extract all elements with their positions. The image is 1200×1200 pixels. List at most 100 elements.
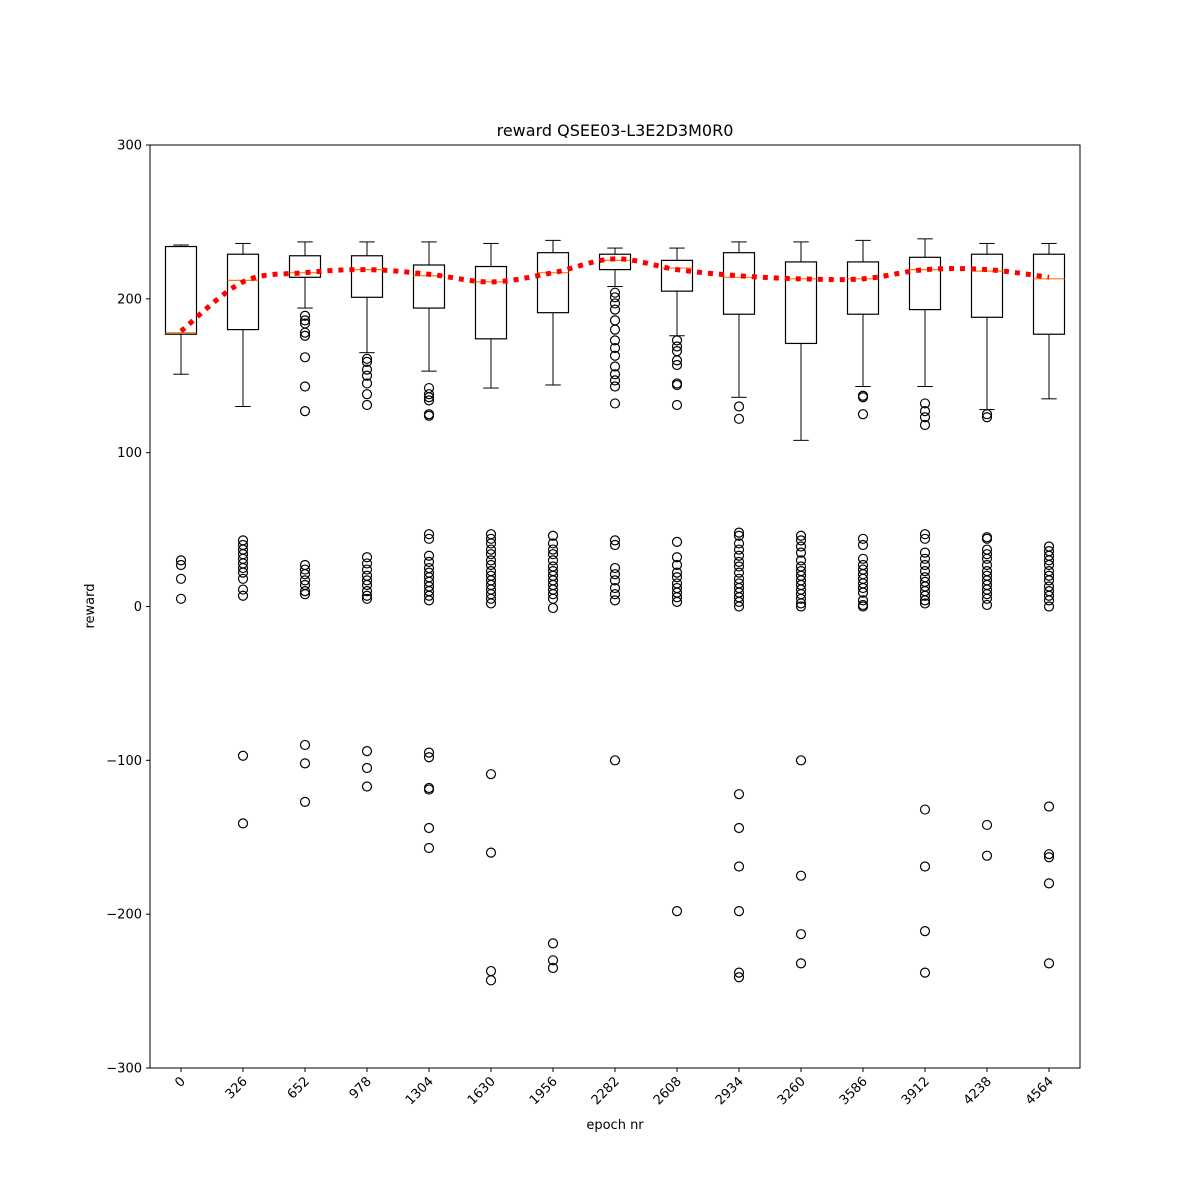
outlier-point [423,822,435,834]
outlier-point [671,552,683,563]
outlier-point [299,406,311,417]
outlier-point [547,555,559,566]
outlier-point [361,356,373,368]
y-tick-label: 200 [117,292,142,307]
outlier-point [547,955,559,966]
outlier-point [919,967,931,978]
outlier-point [423,533,435,544]
outlier-point [485,593,497,604]
outlier-point [981,559,993,571]
outlier-point [733,538,745,549]
outlier-point [1043,849,1055,860]
outlier-point [919,590,931,601]
outlier-point [423,842,435,854]
x-axis-label: epoch nr [586,1118,644,1133]
outlier-point [361,552,373,563]
outlier-point [361,353,373,364]
outlier-point [795,541,807,552]
outlier-point [733,789,745,800]
outlier-point [733,822,745,834]
outlier-point [609,298,621,309]
outlier-point [919,566,931,577]
outlier-point [299,315,311,326]
outlier-point [299,796,311,807]
outlier-point [423,529,435,540]
outlier-point [609,304,621,315]
outlier-point [609,292,621,303]
outlier-point [423,784,435,795]
outlier-point [361,762,373,774]
outlier-point [733,527,745,538]
outlier-point [795,598,807,609]
outlier-point [1043,590,1055,601]
outlier-point [485,555,497,566]
outlier-point [547,938,559,949]
box [660,259,694,292]
outlier-point [733,905,745,917]
outlier-point [361,378,373,389]
outlier-point [733,530,745,541]
outlier-point [919,398,931,409]
outlier-point [423,550,435,561]
outlier-point [857,582,869,594]
outlier-point [671,567,683,578]
outlier-point [423,595,435,606]
outlier-point [485,538,497,549]
outlier-point [609,287,621,298]
outlier-point [485,559,497,571]
outlier-point [609,569,621,580]
outlier-point [423,395,435,406]
outlier-point [1043,575,1055,586]
box [350,255,384,298]
outlier-point [361,399,373,411]
outlier-point [423,389,435,400]
outlier-point [919,547,931,558]
outlier-point [361,364,373,375]
outlier-point [981,850,993,861]
outlier-point [423,392,435,403]
outlier-point [671,379,683,391]
outlier-point [733,601,745,612]
outlier-point [795,555,807,566]
outlier-point [733,556,745,567]
outlier-point [919,553,931,564]
outlier-point [671,355,683,366]
outlier-point [361,389,373,400]
outlier-point [919,559,931,571]
outlier-point [299,589,311,600]
outlier-point [919,595,931,606]
outlier-point [733,401,745,412]
outlier-point [919,598,931,609]
outlier-point [547,589,559,600]
outlier-point [299,564,311,575]
outlier-point [857,539,869,551]
outlier-point [981,599,993,611]
outlier-point [733,972,745,983]
outlier-point [609,361,621,372]
outlier-point [609,595,621,606]
outlier-point [175,593,187,604]
outlier-point [237,567,249,578]
outlier-point [361,370,373,381]
outlier-point [547,544,559,555]
outlier-point [237,750,249,761]
outlier-point [981,412,993,423]
outlier-point [671,592,683,603]
outlier-point [795,547,807,558]
outlier-point [361,593,373,604]
outlier-point [485,544,497,555]
outlier-point [919,406,931,417]
outlier-point [361,781,373,792]
outlier-point [299,586,311,597]
outlier-point [237,590,249,601]
outlier-point [919,419,931,431]
outlier-point [857,587,869,598]
outlier-point [609,342,621,354]
outlier-point [1043,595,1055,606]
outlier-point [609,582,621,594]
outlier-point [857,533,869,544]
outlier-point [609,575,621,586]
outlier-point [175,555,187,566]
outlier-point [299,569,311,580]
outlier-point [919,804,931,815]
